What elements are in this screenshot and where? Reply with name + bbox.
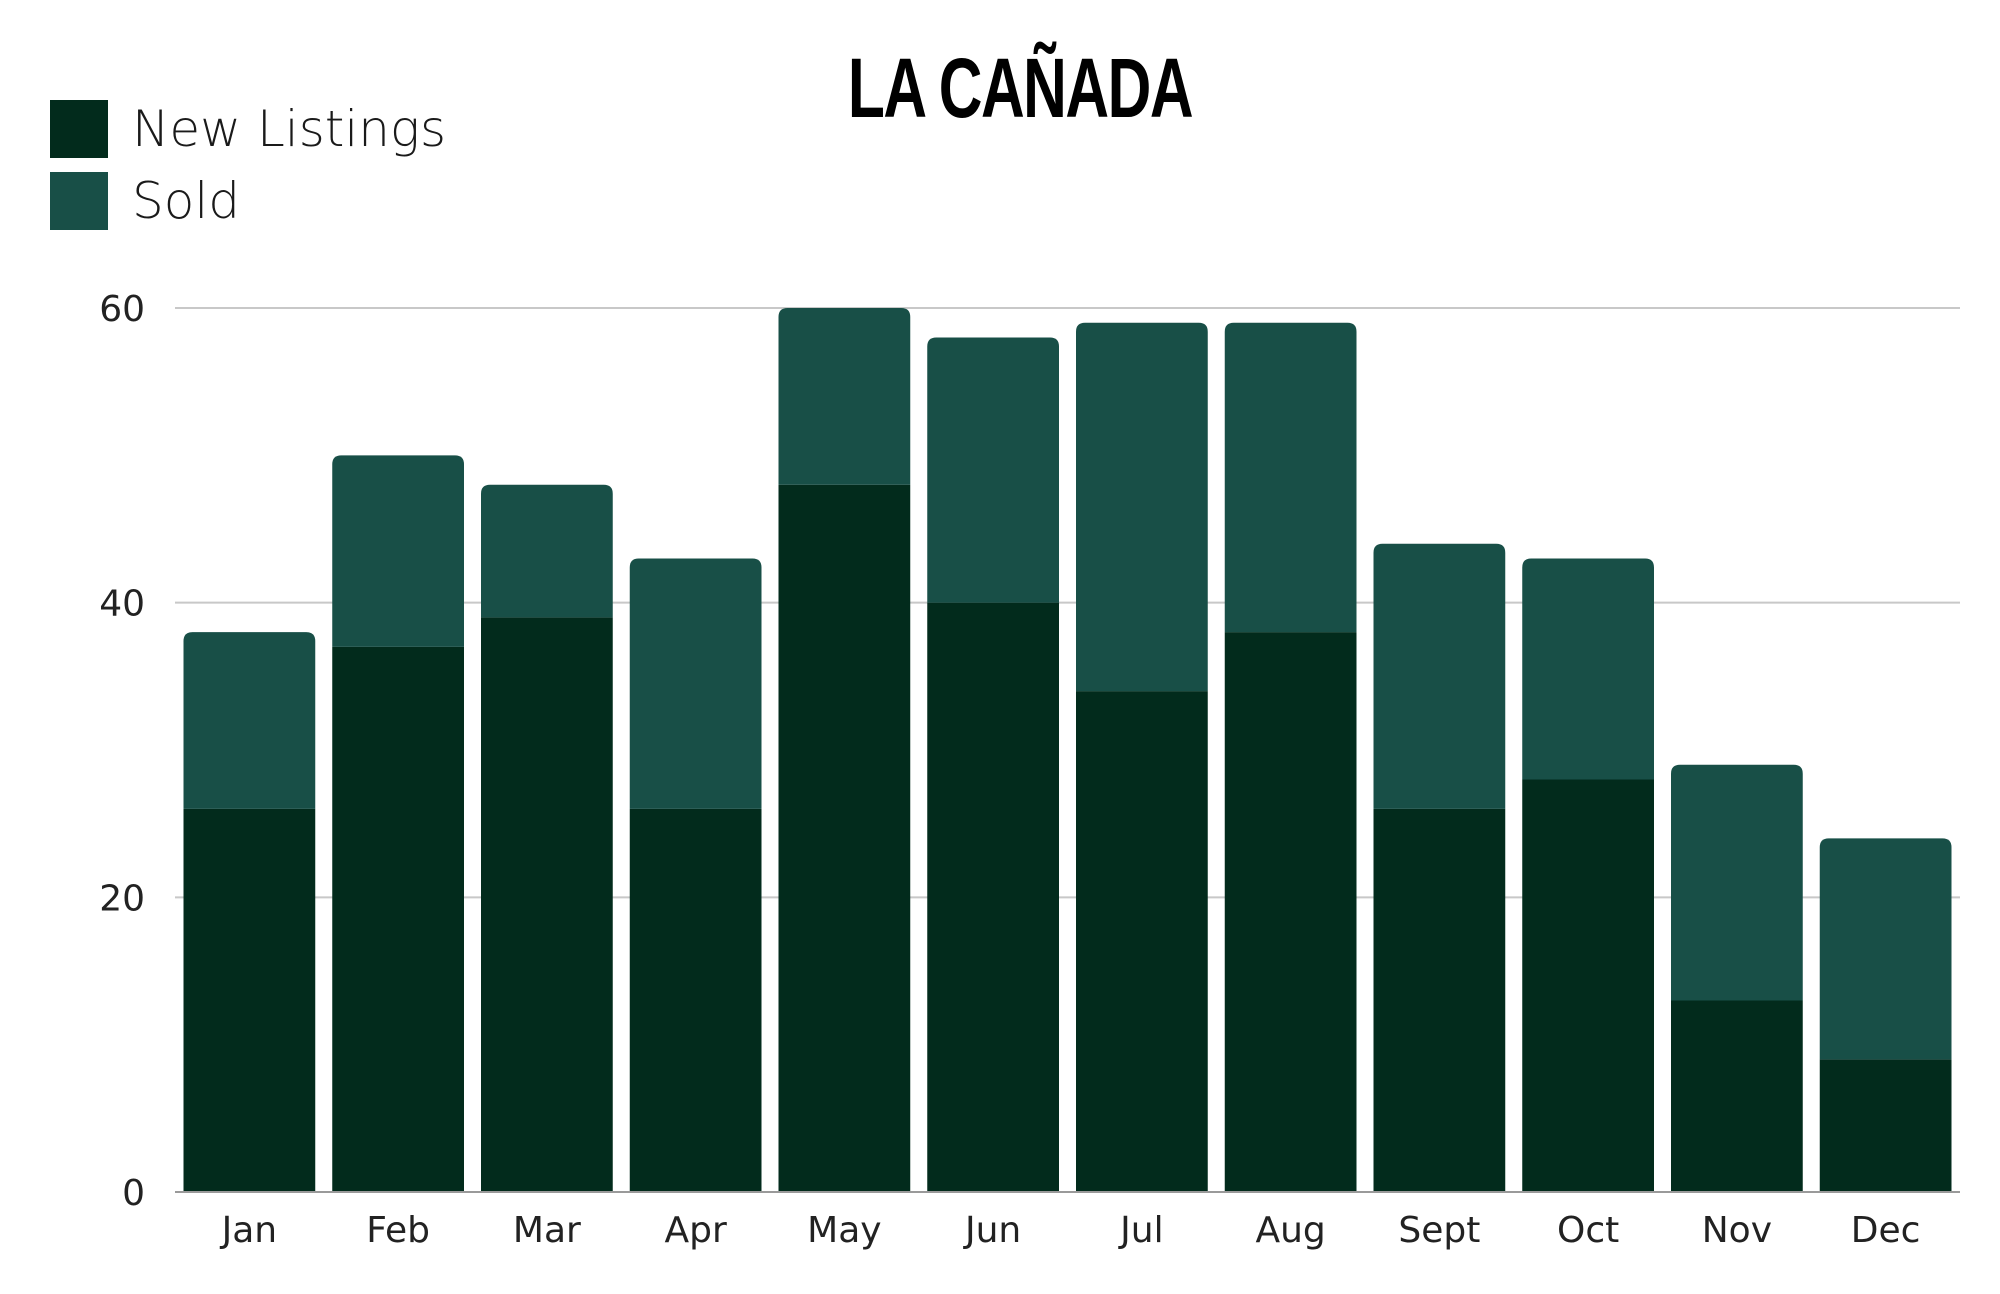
- bar-new-listings-jun: [927, 602, 1059, 1192]
- bar-sold-jan: [183, 632, 316, 809]
- x-tick-label-dec: Dec: [1851, 1210, 1921, 1251]
- bar-new-listings-aug: [1224, 632, 1357, 1192]
- x-tick-label-jun: Jun: [963, 1210, 1021, 1251]
- x-tick-label-apr: Apr: [664, 1210, 726, 1251]
- legend: New Listings Sold: [50, 100, 446, 244]
- bar-sold-apr: [629, 558, 762, 809]
- bar-sold-jun: [927, 337, 1059, 603]
- bar-new-listings-sept: [1373, 808, 1506, 1192]
- bar-sold-mar: [481, 484, 613, 618]
- bar-new-listings-dec: [1819, 1059, 1952, 1192]
- bar-new-listings-oct: [1522, 779, 1654, 1192]
- bar-sold-aug: [1224, 322, 1357, 633]
- bar-sold-nov: [1671, 764, 1803, 1001]
- bar-new-listings-jan: [183, 808, 316, 1192]
- x-tick-label-sept: Sept: [1398, 1210, 1480, 1251]
- x-tick-label-jan: Jan: [220, 1210, 278, 1251]
- legend-item-new-listings: New Listings: [50, 100, 446, 158]
- bars: [183, 308, 1952, 1192]
- legend-swatch-new-listings: [50, 100, 108, 158]
- bar-new-listings-jul: [1076, 691, 1208, 1192]
- x-tick-label-mar: Mar: [513, 1210, 581, 1251]
- y-tick-label-0: 0: [122, 1173, 145, 1214]
- y-tick-label-60: 60: [99, 289, 145, 330]
- tick-labels: 0 20 40 60 Jan Feb Mar Apr May Jun Jul Aug Sept Oct No…: [99, 289, 1920, 1251]
- y-tick-label-40: 40: [99, 584, 145, 625]
- legend-label-new-listings: New Listings: [132, 100, 446, 158]
- chart-title: LA CAÑADA: [847, 41, 1194, 135]
- x-tick-label-oct: Oct: [1557, 1210, 1619, 1251]
- x-tick-label-feb: Feb: [366, 1210, 430, 1251]
- grid-lines: [175, 307, 1960, 899]
- legend-item-sold: Sold: [50, 172, 446, 230]
- y-tick-label-20: 20: [99, 878, 145, 919]
- bar-sold-oct: [1522, 558, 1654, 780]
- bar-sold-jul: [1076, 322, 1208, 692]
- bar-new-listings-mar: [481, 617, 613, 1192]
- legend-swatch-sold: [50, 172, 108, 230]
- bar-new-listings-may: [778, 484, 911, 1192]
- x-tick-label-nov: Nov: [1702, 1210, 1772, 1251]
- x-tick-label-aug: Aug: [1255, 1210, 1325, 1251]
- bar-sold-feb: [332, 455, 464, 647]
- bar-sold-sept: [1373, 543, 1506, 809]
- legend-label-sold: Sold: [132, 172, 240, 230]
- bar-sold-dec: [1819, 838, 1952, 1060]
- x-tick-label-may: May: [807, 1210, 881, 1251]
- bar-new-listings-feb: [332, 646, 464, 1192]
- x-tick-label-jul: Jul: [1118, 1210, 1163, 1251]
- bar-new-listings-apr: [629, 808, 762, 1192]
- bar-new-listings-nov: [1671, 1000, 1803, 1192]
- bar-sold-may: [778, 308, 911, 485]
